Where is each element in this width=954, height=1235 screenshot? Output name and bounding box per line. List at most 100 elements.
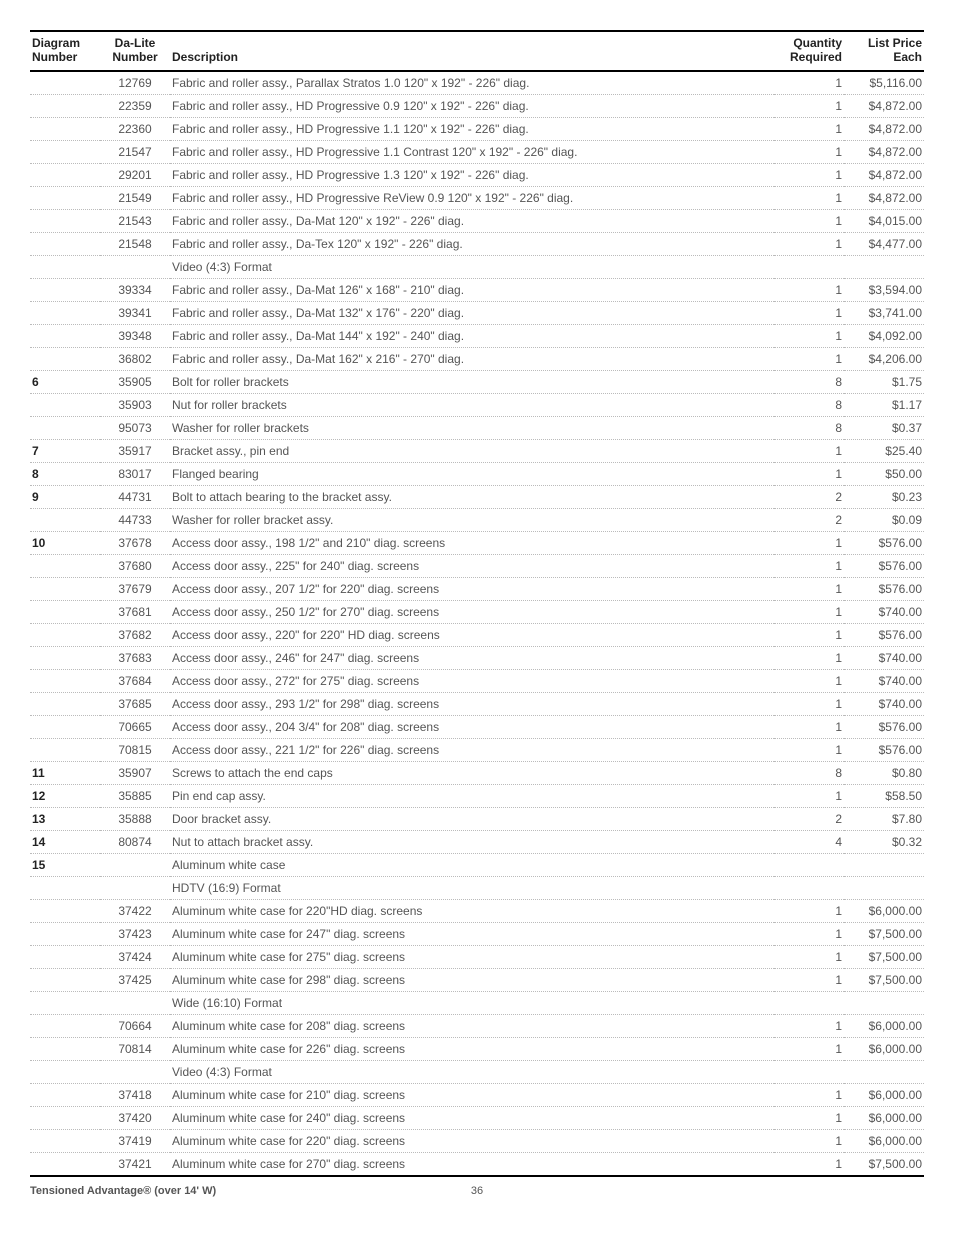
- cell-qty: 1: [774, 210, 844, 233]
- cell-qty: 1: [774, 1015, 844, 1038]
- hdr-qty-l2: Required: [790, 50, 842, 64]
- page-footer: Tensioned Advantage® (over 14' W) 36: [30, 1177, 924, 1197]
- cell-price: $6,000.00: [844, 1107, 924, 1130]
- cell-qty: 1: [774, 95, 844, 118]
- table-row: 21547Fabric and roller assy., HD Progres…: [30, 141, 924, 164]
- cell-description: Aluminum white case: [170, 854, 774, 877]
- cell-dalite: 37421: [100, 1153, 170, 1177]
- cell-description: Aluminum white case for 208" diag. scree…: [170, 1015, 774, 1038]
- cell-dalite: 35888: [100, 808, 170, 831]
- cell-price: $0.23: [844, 486, 924, 509]
- cell-dalite: 70814: [100, 1038, 170, 1061]
- cell-qty: [774, 992, 844, 1015]
- cell-diagram: [30, 233, 100, 256]
- cell-qty: 1: [774, 601, 844, 624]
- cell-diagram: [30, 71, 100, 95]
- cell-price: $6,000.00: [844, 1084, 924, 1107]
- cell-qty: 1: [774, 739, 844, 762]
- cell-dalite: 37684: [100, 670, 170, 693]
- cell-qty: 1: [774, 785, 844, 808]
- cell-description: Access door assy., 272" for 275" diag. s…: [170, 670, 774, 693]
- cell-diagram: [30, 348, 100, 371]
- cell-dalite: 29201: [100, 164, 170, 187]
- cell-price: $576.00: [844, 739, 924, 762]
- cell-description: Aluminum white case for 220"HD diag. scr…: [170, 900, 774, 923]
- cell-dalite: 37682: [100, 624, 170, 647]
- cell-diagram: [30, 1084, 100, 1107]
- cell-qty: 1: [774, 1130, 844, 1153]
- table-row: 12769Fabric and roller assy., Parallax S…: [30, 71, 924, 95]
- table-row: 37418Aluminum white case for 210" diag. …: [30, 1084, 924, 1107]
- cell-price: $7,500.00: [844, 1153, 924, 1177]
- cell-diagram: 9: [30, 486, 100, 509]
- cell-qty: 1: [774, 71, 844, 95]
- table-row: 39334Fabric and roller assy., Da-Mat 126…: [30, 279, 924, 302]
- cell-dalite: [100, 854, 170, 877]
- header-row: Diagram Number Da-Lite Number Descriptio…: [30, 31, 924, 71]
- cell-description: Aluminum white case for 240" diag. scree…: [170, 1107, 774, 1130]
- cell-diagram: [30, 1015, 100, 1038]
- cell-price: $7,500.00: [844, 923, 924, 946]
- cell-price: [844, 854, 924, 877]
- cell-dalite: 37679: [100, 578, 170, 601]
- cell-dalite: [100, 992, 170, 1015]
- table-row: 70814Aluminum white case for 226" diag. …: [30, 1038, 924, 1061]
- cell-dalite: 44733: [100, 509, 170, 532]
- cell-price: $740.00: [844, 647, 924, 670]
- cell-price: $0.37: [844, 417, 924, 440]
- cell-diagram: [30, 1038, 100, 1061]
- cell-qty: [774, 877, 844, 900]
- cell-qty: 8: [774, 417, 844, 440]
- cell-description: Screws to attach the end caps: [170, 762, 774, 785]
- table-row: 44733Washer for roller bracket assy.2$0.…: [30, 509, 924, 532]
- cell-dalite: 83017: [100, 463, 170, 486]
- cell-qty: 1: [774, 1038, 844, 1061]
- cell-dalite: [100, 1061, 170, 1084]
- table-row: 39341Fabric and roller assy., Da-Mat 132…: [30, 302, 924, 325]
- cell-price: $25.40: [844, 440, 924, 463]
- cell-diagram: [30, 256, 100, 279]
- cell-dalite: 44731: [100, 486, 170, 509]
- cell-qty: 1: [774, 693, 844, 716]
- cell-dalite: 37680: [100, 555, 170, 578]
- cell-dalite: 12769: [100, 71, 170, 95]
- footer-pagenum: 36: [471, 1185, 483, 1197]
- table-row: 1335888Door bracket assy.2$7.80: [30, 808, 924, 831]
- col-description: Description: [170, 31, 774, 71]
- cell-diagram: [30, 1153, 100, 1177]
- table-row: 37679Access door assy., 207 1/2" for 220…: [30, 578, 924, 601]
- hdr-dalite-l2: Number: [112, 50, 157, 64]
- cell-description: Fabric and roller assy., Da-Tex 120" x 1…: [170, 233, 774, 256]
- cell-qty: 1: [774, 555, 844, 578]
- table-row: 37681Access door assy., 250 1/2" for 270…: [30, 601, 924, 624]
- cell-dalite: 37683: [100, 647, 170, 670]
- cell-description: Door bracket assy.: [170, 808, 774, 831]
- cell-price: $740.00: [844, 693, 924, 716]
- cell-price: $740.00: [844, 670, 924, 693]
- cell-diagram: [30, 95, 100, 118]
- cell-dalite: 37420: [100, 1107, 170, 1130]
- cell-price: $4,872.00: [844, 118, 924, 141]
- cell-dalite: 22359: [100, 95, 170, 118]
- cell-dalite: 37425: [100, 969, 170, 992]
- cell-description: Aluminum white case for 270" diag. scree…: [170, 1153, 774, 1177]
- hdr-dalite-l1: Da-Lite: [115, 36, 156, 50]
- cell-qty: 1: [774, 141, 844, 164]
- cell-diagram: [30, 417, 100, 440]
- cell-diagram: [30, 210, 100, 233]
- table-row: 735917Bracket assy., pin end1$25.40: [30, 440, 924, 463]
- cell-price: $4,206.00: [844, 348, 924, 371]
- cell-price: $1.17: [844, 394, 924, 417]
- cell-price: $6,000.00: [844, 1130, 924, 1153]
- cell-qty: 1: [774, 187, 844, 210]
- table-row: 70664Aluminum white case for 208" diag. …: [30, 1015, 924, 1038]
- cell-description: Video (4:3) Format: [170, 1061, 774, 1084]
- cell-dalite: 21548: [100, 233, 170, 256]
- cell-description: Fabric and roller assy., HD Progressive …: [170, 141, 774, 164]
- table-row: 1480874Nut to attach bracket assy.4$0.32: [30, 831, 924, 854]
- cell-description: Aluminum white case for 220" diag. scree…: [170, 1130, 774, 1153]
- cell-description: Fabric and roller assy., Da-Mat 144" x 1…: [170, 325, 774, 348]
- table-row: 37423Aluminum white case for 247" diag. …: [30, 923, 924, 946]
- cell-qty: 4: [774, 831, 844, 854]
- cell-dalite: 35885: [100, 785, 170, 808]
